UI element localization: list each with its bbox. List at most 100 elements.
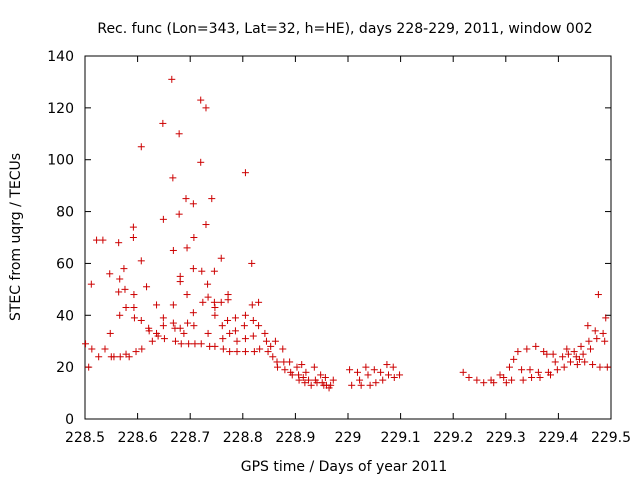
data-point xyxy=(526,366,534,374)
data-point xyxy=(519,376,527,384)
data-point xyxy=(101,345,109,353)
data-point xyxy=(564,350,572,358)
data-point xyxy=(233,337,241,345)
data-point xyxy=(171,337,179,345)
data-point xyxy=(256,345,264,353)
y-tick-label: 140 xyxy=(47,49,74,65)
data-point xyxy=(302,368,310,376)
data-point xyxy=(295,376,303,384)
data-point xyxy=(159,314,167,322)
data-point xyxy=(231,327,239,335)
data-point xyxy=(226,348,234,356)
data-point xyxy=(143,283,151,291)
data-point xyxy=(310,363,318,371)
data-point xyxy=(547,371,555,379)
data-point xyxy=(594,291,602,299)
data-point xyxy=(153,301,161,309)
y-axis-label: STEC from uqrg / TECUs xyxy=(8,153,24,321)
data-point xyxy=(496,371,504,379)
data-point xyxy=(518,366,526,374)
x-tick-label: 229.5 xyxy=(591,430,631,446)
data-point xyxy=(500,374,508,382)
data-point xyxy=(523,345,531,353)
data-point xyxy=(563,345,571,353)
data-point xyxy=(551,358,559,366)
data-point xyxy=(217,298,225,306)
data-point xyxy=(120,265,128,273)
data-point xyxy=(396,371,404,379)
data-point xyxy=(241,335,249,343)
data-point xyxy=(299,374,307,382)
data-point xyxy=(490,379,498,387)
data-point xyxy=(528,374,536,382)
data-point xyxy=(169,246,177,254)
data-point xyxy=(122,304,130,312)
y-tick-label: 80 xyxy=(56,205,74,221)
data-point xyxy=(106,329,114,337)
x-tick-label: 228.9 xyxy=(275,430,315,446)
data-point xyxy=(377,368,385,376)
data-point xyxy=(202,221,210,229)
data-point xyxy=(130,314,138,322)
data-point xyxy=(182,195,190,203)
data-point xyxy=(346,366,354,374)
x-tick-label: 229 xyxy=(335,430,362,446)
data-point xyxy=(353,368,361,376)
data-point xyxy=(218,322,226,330)
data-point xyxy=(566,358,574,366)
data-point xyxy=(288,371,296,379)
data-point xyxy=(180,329,188,337)
data-point xyxy=(211,342,219,350)
data-point xyxy=(591,327,599,335)
data-point xyxy=(168,75,176,83)
data-point xyxy=(208,195,216,203)
data-point xyxy=(159,215,167,223)
data-point xyxy=(169,301,177,309)
data-point xyxy=(240,322,248,330)
data-point xyxy=(327,381,335,389)
data-point xyxy=(176,278,184,286)
data-point xyxy=(175,210,183,218)
data-point xyxy=(262,337,270,345)
data-point xyxy=(348,381,356,389)
data-point xyxy=(160,335,168,343)
data-point xyxy=(465,374,473,382)
data-point xyxy=(110,353,118,361)
data-point xyxy=(364,371,372,379)
data-point xyxy=(602,314,610,322)
data-point xyxy=(307,381,315,389)
data-point xyxy=(269,353,277,361)
data-point xyxy=(183,291,191,299)
data-point xyxy=(543,350,551,358)
data-point xyxy=(93,236,101,244)
data-point xyxy=(183,244,191,252)
data-point xyxy=(210,267,218,275)
data-point xyxy=(190,234,198,241)
data-point xyxy=(198,267,206,275)
data-point xyxy=(204,280,212,288)
data-point xyxy=(255,298,263,306)
x-tick-label: 228.7 xyxy=(170,430,210,446)
data-point xyxy=(596,363,604,371)
data-point xyxy=(116,275,124,283)
data-point xyxy=(267,342,275,350)
data-point xyxy=(317,371,325,379)
data-point xyxy=(191,340,199,348)
x-axis: 228.5 228.6 228.7 228.8 228.9 229 229.1 229.2 22… xyxy=(65,56,631,446)
data-point xyxy=(88,345,96,353)
data-point xyxy=(255,322,263,330)
data-point xyxy=(241,169,249,177)
data-point xyxy=(281,366,289,374)
data-point xyxy=(379,376,387,384)
data-point xyxy=(116,311,124,319)
data-point xyxy=(370,366,378,374)
data-point xyxy=(115,239,123,247)
data-point xyxy=(125,353,133,361)
data-point xyxy=(121,285,129,293)
data-point xyxy=(390,374,398,382)
data-point xyxy=(226,329,234,337)
data-point xyxy=(601,337,609,345)
data-point xyxy=(219,345,227,353)
x-tick-label: 229.3 xyxy=(486,430,526,446)
data-point xyxy=(603,363,611,371)
